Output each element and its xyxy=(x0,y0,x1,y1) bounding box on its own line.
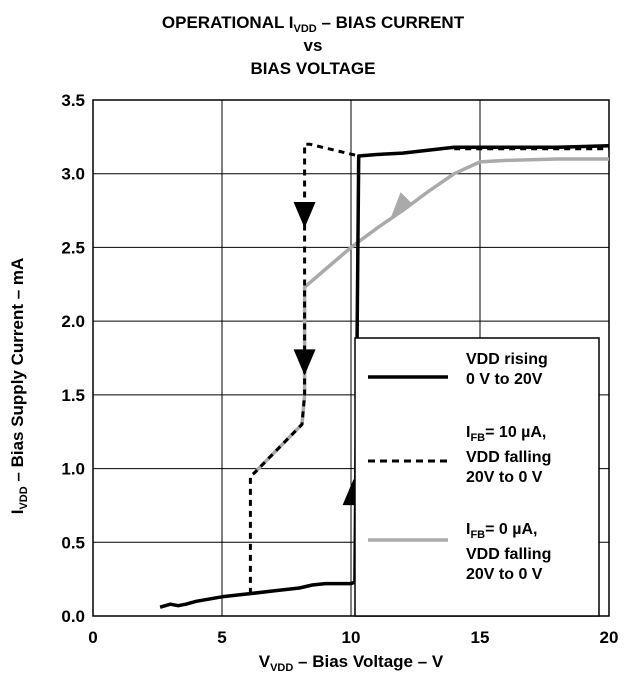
chart-title-line-3: BIAS VOLTAGE xyxy=(250,59,376,78)
y-tick-label: 1.5 xyxy=(61,386,85,405)
x-tick-label: 15 xyxy=(471,628,490,647)
x-tick-label: 10 xyxy=(342,628,361,647)
legend-entry-ifb-0ua: IFB= 0 µA, VDD falling 20V to 0 V xyxy=(466,521,552,583)
plot-frame xyxy=(92,99,610,617)
legend-entry-vdd-rising: VDD rising 0 V to 20V xyxy=(466,351,548,388)
y-tick-label: 2.5 xyxy=(61,238,85,257)
y-tick-label: 0.5 xyxy=(61,533,85,552)
y-tick-label: 3.0 xyxy=(61,165,85,184)
chart-title-line-1: OPERATIONAL IVDD – BIAS CURRENT xyxy=(161,13,465,35)
legend-box xyxy=(354,337,600,617)
x-tick-label: 5 xyxy=(217,628,226,647)
y-tick-label: 2.0 xyxy=(61,312,85,331)
series-ifb-0ua-falling-line xyxy=(253,157,609,475)
x-axis-label: VVDD – Bias Voltage – V xyxy=(258,652,444,674)
x-tick-label: 0 xyxy=(88,628,97,647)
direction-arrow-1 xyxy=(293,201,316,228)
direction-arrow-2 xyxy=(293,349,316,376)
chart-title-line-2: vs xyxy=(303,36,323,55)
series-ifb-10ua-falling-dashed-line xyxy=(248,142,360,594)
x-tick-label: 20 xyxy=(600,628,619,647)
y-tick-label: 1.0 xyxy=(61,460,85,479)
direction-arrow-4 xyxy=(390,192,413,219)
legend-entry-ifb-10ua: IFB= 10 µA, VDD falling 20V to 0 V xyxy=(466,424,552,486)
y-tick-label: 0.0 xyxy=(61,607,85,626)
y-tick-label: 3.5 xyxy=(61,91,85,110)
series-vdd-rising-line xyxy=(159,143,610,609)
